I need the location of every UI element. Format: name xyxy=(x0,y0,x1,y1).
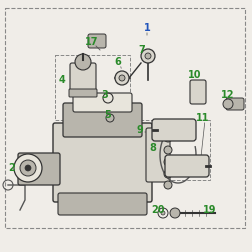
FancyBboxPatch shape xyxy=(88,34,106,48)
Text: 19: 19 xyxy=(203,205,217,215)
Circle shape xyxy=(164,146,172,154)
Text: 9: 9 xyxy=(137,125,143,135)
Circle shape xyxy=(106,114,114,122)
Circle shape xyxy=(14,154,42,182)
Text: 7: 7 xyxy=(139,45,145,55)
Circle shape xyxy=(25,165,31,171)
Text: 17: 17 xyxy=(85,37,99,47)
Circle shape xyxy=(20,160,36,176)
FancyBboxPatch shape xyxy=(146,128,170,182)
Circle shape xyxy=(164,158,172,166)
Text: 2: 2 xyxy=(9,163,15,173)
Text: 12: 12 xyxy=(221,90,235,100)
Text: 11: 11 xyxy=(196,113,210,123)
Circle shape xyxy=(145,53,151,59)
Text: 20: 20 xyxy=(151,205,165,215)
Circle shape xyxy=(119,75,125,81)
FancyBboxPatch shape xyxy=(73,93,132,112)
FancyBboxPatch shape xyxy=(18,153,60,185)
FancyBboxPatch shape xyxy=(190,80,206,104)
FancyBboxPatch shape xyxy=(152,119,196,141)
Text: 6: 6 xyxy=(115,57,121,67)
Circle shape xyxy=(223,99,233,109)
FancyBboxPatch shape xyxy=(165,155,209,177)
FancyBboxPatch shape xyxy=(70,63,96,95)
Circle shape xyxy=(141,49,155,63)
FancyBboxPatch shape xyxy=(58,193,147,215)
FancyBboxPatch shape xyxy=(226,98,244,110)
Circle shape xyxy=(170,208,180,218)
Circle shape xyxy=(164,134,172,142)
Circle shape xyxy=(161,211,165,215)
Text: 5: 5 xyxy=(105,110,111,120)
FancyBboxPatch shape xyxy=(63,103,142,137)
Bar xyxy=(55,55,130,120)
Text: 1: 1 xyxy=(144,23,150,33)
Circle shape xyxy=(75,54,91,70)
Circle shape xyxy=(164,170,172,178)
FancyBboxPatch shape xyxy=(53,123,152,202)
FancyBboxPatch shape xyxy=(69,89,97,97)
Text: 4: 4 xyxy=(59,75,65,85)
Bar xyxy=(135,120,210,180)
Text: 10: 10 xyxy=(188,70,202,80)
Text: 8: 8 xyxy=(150,143,156,153)
Text: 3: 3 xyxy=(102,90,108,100)
Circle shape xyxy=(115,71,129,85)
Bar xyxy=(5,8,245,228)
Circle shape xyxy=(164,181,172,189)
